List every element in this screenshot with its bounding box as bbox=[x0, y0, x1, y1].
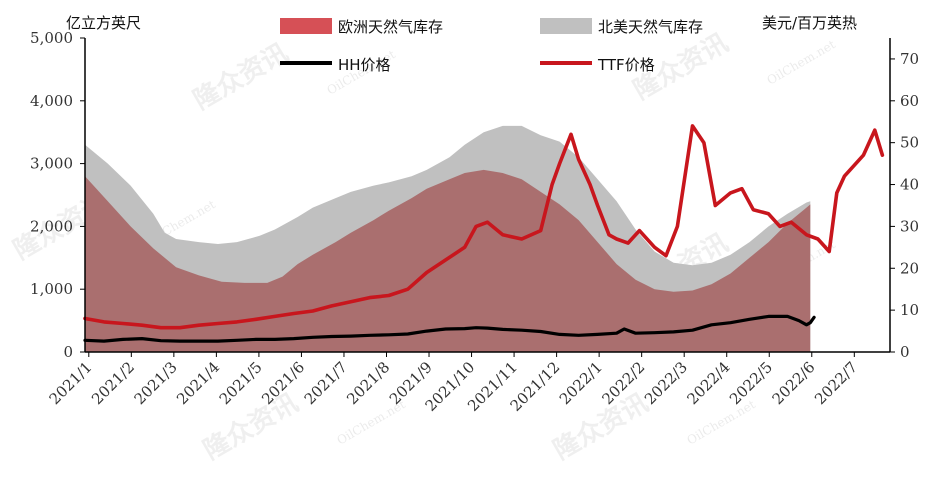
left-tick-label: 5,000 bbox=[30, 29, 73, 47]
x-tick-label: 2022/1 bbox=[556, 358, 606, 408]
x-tick-label: 2022/6 bbox=[769, 358, 819, 408]
right-tick-label: 0 bbox=[900, 343, 910, 361]
left-axis-unit: 亿立方英尺 bbox=[66, 14, 141, 32]
x-tick-label: 2021/8 bbox=[343, 358, 393, 408]
legend-label: 北美天然气库存 bbox=[598, 18, 703, 36]
x-tick-label: 2022/4 bbox=[684, 358, 734, 408]
legend: 欧洲天然气库存 北美天然气库存 HH价格 TTF价格 bbox=[280, 18, 703, 74]
right-tick-label: 50 bbox=[900, 134, 919, 152]
x-axis-ticks: 2021/12021/22021/32021/42021/52021/62021… bbox=[46, 352, 861, 415]
right-tick-label: 10 bbox=[900, 301, 919, 319]
left-tick-label: 2,000 bbox=[30, 217, 73, 235]
right-axis-ticks: 0 10 20 30 40 50 60 70 bbox=[890, 50, 919, 361]
x-tick-label: 2022/7 bbox=[811, 358, 861, 408]
x-tick-label: 2022/3 bbox=[641, 358, 691, 408]
right-axis-unit: 美元/百万英热 bbox=[762, 14, 857, 32]
right-tick-label: 20 bbox=[900, 259, 919, 277]
x-tick-label: 2021/7 bbox=[301, 358, 351, 408]
x-tick-label: 2021/3 bbox=[131, 358, 181, 408]
watermark-text: 隆众资讯 bbox=[189, 38, 294, 116]
line-hh-price bbox=[83, 314, 816, 343]
legend-swatch bbox=[540, 18, 592, 34]
legend-label: TTF价格 bbox=[597, 56, 655, 74]
right-tick-label: 30 bbox=[900, 217, 919, 235]
right-tick-label: 40 bbox=[900, 176, 919, 194]
legend-label: HH价格 bbox=[338, 56, 391, 74]
x-tick-label: 2021/5 bbox=[216, 358, 266, 408]
x-tick-label: 2021/4 bbox=[173, 358, 223, 408]
right-tick-label: 60 bbox=[900, 92, 919, 110]
left-tick-label: 3,000 bbox=[30, 155, 73, 173]
axes bbox=[84, 38, 891, 353]
watermark-url: OilChem.net bbox=[765, 37, 838, 87]
x-tick-label: 2021/1 bbox=[46, 358, 96, 408]
line-ttf-price bbox=[83, 124, 885, 330]
area-europe-storage bbox=[85, 169, 811, 352]
legend-swatch bbox=[280, 18, 332, 34]
legend-label: 欧洲天然气库存 bbox=[338, 18, 443, 36]
line-series bbox=[83, 124, 885, 343]
left-tick-label: 4,000 bbox=[30, 92, 73, 110]
watermark-text: 隆众资讯 bbox=[199, 388, 304, 466]
left-axis-ticks: 0 1,000 2,000 3,000 4,000 5,000 bbox=[30, 29, 85, 361]
left-tick-label: 0 bbox=[63, 343, 73, 361]
left-tick-label: 1,000 bbox=[30, 280, 73, 298]
right-tick-label: 70 bbox=[900, 50, 919, 68]
area-series bbox=[85, 125, 811, 353]
x-tick-label: 2021/2 bbox=[88, 358, 138, 408]
